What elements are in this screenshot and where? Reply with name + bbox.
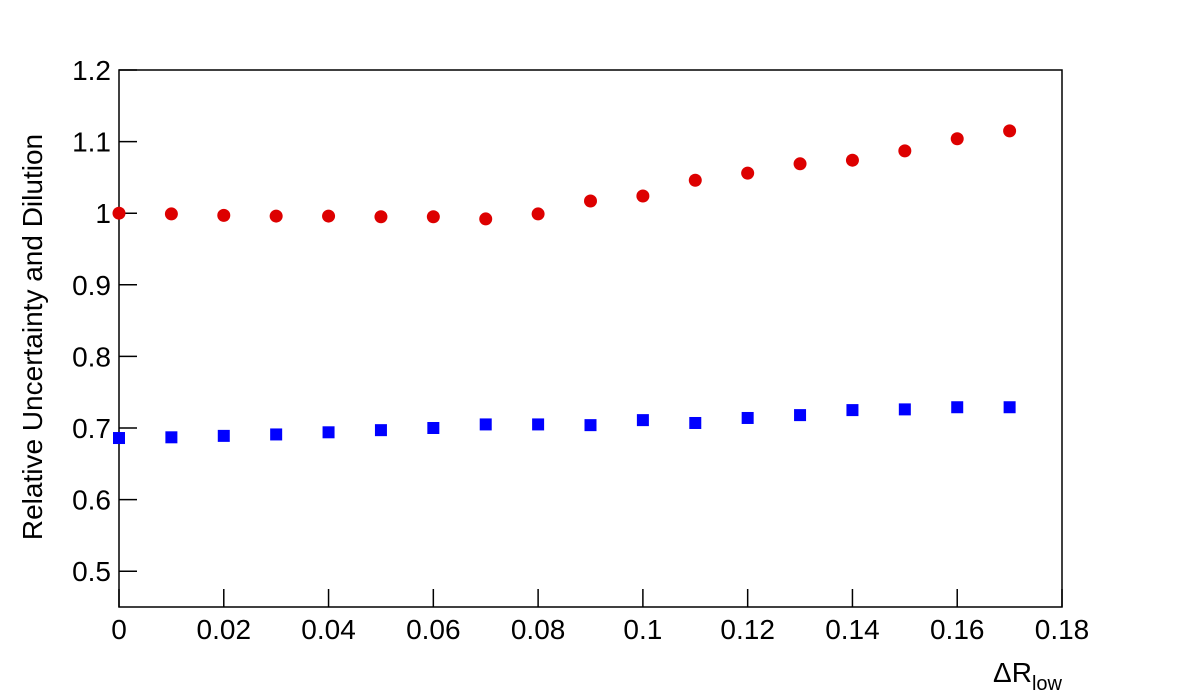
y-tick-label: 1.2: [72, 55, 111, 86]
point: [164, 207, 178, 221]
point: [1003, 401, 1016, 414]
y-tick-label: 0.7: [72, 413, 111, 444]
y-tick-label: 1: [95, 198, 111, 229]
point: [689, 416, 702, 429]
x-tick-label: 0.12: [720, 614, 775, 645]
point: [217, 429, 230, 442]
point: [584, 419, 597, 432]
x-axis-label: ΔRlow: [993, 657, 1063, 695]
point: [636, 189, 650, 203]
point: [479, 212, 493, 226]
point: [270, 428, 283, 441]
point: [845, 153, 859, 167]
y-tick-label: 0.9: [72, 270, 111, 301]
x-axis-label-sub: low: [1032, 673, 1063, 695]
point: [479, 418, 492, 431]
y-tick-label: 1.1: [72, 127, 111, 158]
point: [794, 409, 807, 422]
x-tick-label: 0.08: [511, 614, 566, 645]
point: [112, 206, 126, 220]
point: [374, 210, 388, 224]
y-tick-label: 0.8: [72, 341, 111, 372]
x-tick-label: 0.04: [301, 614, 356, 645]
point: [269, 209, 283, 223]
point: [322, 209, 336, 223]
x-tick-label: 0.1: [623, 614, 662, 645]
y-axis-label: Relative Uncertainty and Dilution: [17, 134, 48, 540]
point: [531, 207, 545, 221]
point: [951, 401, 964, 414]
x-tick-label: 0.14: [825, 614, 880, 645]
point: [741, 411, 754, 424]
point: [426, 210, 440, 224]
point: [374, 424, 387, 437]
point: [636, 414, 649, 427]
point: [165, 431, 178, 444]
point: [950, 132, 964, 146]
point: [898, 144, 912, 158]
point: [322, 426, 335, 439]
y-tick-label: 0.6: [72, 485, 111, 516]
x-tick-label: 0.06: [406, 614, 461, 645]
point: [113, 432, 125, 445]
point: [217, 208, 231, 222]
point: [741, 166, 755, 180]
x-tick-label: 0: [111, 614, 127, 645]
point: [532, 418, 545, 431]
point: [427, 422, 440, 434]
x-axis-label-main: ΔR: [993, 657, 1032, 688]
point: [688, 173, 702, 187]
point: [1003, 124, 1017, 138]
plot-frame: [118, 69, 1063, 608]
point: [846, 404, 859, 417]
y-tick-label: 0.5: [72, 556, 111, 587]
x-tick-label: 0.02: [197, 614, 252, 645]
x-tick-label: 0.16: [930, 614, 985, 645]
x-tick-label: 0.18: [1035, 614, 1090, 645]
point: [898, 403, 911, 416]
point: [793, 157, 807, 171]
point: [584, 194, 597, 208]
